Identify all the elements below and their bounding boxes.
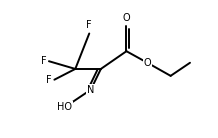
Text: O: O [144, 58, 151, 68]
Text: F: F [87, 20, 92, 30]
Text: F: F [41, 56, 47, 66]
Text: O: O [123, 13, 130, 23]
Text: N: N [87, 85, 94, 95]
Text: F: F [46, 75, 52, 85]
Text: HO: HO [57, 102, 72, 112]
